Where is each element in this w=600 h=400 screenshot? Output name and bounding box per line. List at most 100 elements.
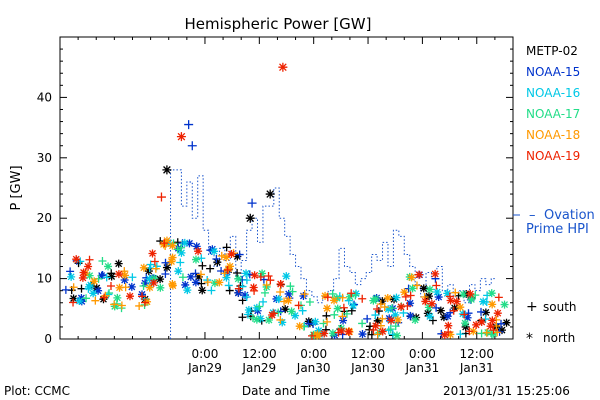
data-point-north (314, 326, 323, 335)
data-point-north (349, 301, 358, 310)
data-point-north (120, 275, 129, 284)
footer-plot-credit: Plot: CCMC (4, 384, 70, 398)
data-point-north (477, 317, 486, 326)
data-point-north (459, 290, 468, 299)
data-point-south (388, 304, 397, 313)
data-point-north (222, 253, 231, 262)
data-point-south (198, 261, 207, 270)
data-point-north (309, 330, 318, 339)
north-marker-label: north (543, 331, 575, 345)
data-point-south (161, 269, 170, 278)
data-point-south (262, 281, 271, 290)
x-tick-date-label: Jan29 (187, 361, 222, 375)
data-point-north (400, 288, 409, 297)
data-point-south (288, 287, 297, 296)
data-point-south (266, 276, 275, 285)
data-point-north (358, 330, 367, 339)
legend-entry: NOAA-19 (526, 149, 580, 163)
data-point-north (242, 269, 251, 278)
data-point-north (244, 305, 253, 314)
data-point-north (234, 288, 243, 297)
data-point-north (291, 311, 300, 320)
data-point-north (452, 297, 461, 306)
data-point-north (500, 300, 509, 309)
data-point-south (280, 297, 289, 306)
y-tick-label: 10 (37, 272, 52, 286)
data-point-south (378, 314, 387, 323)
data-point-north (156, 275, 165, 284)
data-point-north (373, 316, 382, 325)
data-point-north (148, 249, 157, 258)
data-point-south (449, 306, 458, 315)
x-axis-label: Date and Time (242, 384, 330, 398)
footer-timestamp: 2013/01/31 15:25:06 (443, 384, 570, 398)
data-point-south (300, 290, 309, 299)
legend-entry: NOAA-18 (526, 128, 580, 142)
data-points (61, 62, 511, 340)
data-point-north (479, 297, 488, 306)
data-point-north (265, 189, 275, 199)
data-point-north (425, 292, 434, 301)
data-point-south (482, 328, 491, 337)
x-tick-date-label: Jan30 (350, 361, 385, 375)
data-point-south (363, 314, 372, 323)
data-point-north (67, 272, 76, 281)
data-point-north (234, 274, 243, 283)
data-point-north (328, 329, 337, 338)
y-tick-label: 40 (37, 90, 52, 104)
data-point-south (351, 291, 360, 300)
data-point-north (177, 248, 186, 257)
data-point-south (173, 245, 182, 254)
data-point-south (338, 293, 347, 302)
data-point-north (384, 305, 393, 314)
data-point-north (425, 285, 434, 294)
data-point-north (488, 316, 497, 325)
data-point-south (233, 269, 242, 278)
data-point-north (162, 263, 171, 272)
data-point-north (282, 272, 291, 281)
data-point-north (174, 267, 183, 276)
data-point-north (92, 283, 101, 292)
data-point-north (284, 289, 293, 298)
data-point-south (264, 272, 273, 281)
data-point-north (191, 278, 200, 287)
data-point-north (90, 277, 99, 286)
data-point-north (497, 326, 506, 335)
data-point-north (339, 316, 348, 325)
data-point-north (330, 296, 339, 305)
data-point-north (467, 295, 476, 304)
data-point-north (295, 322, 304, 331)
data-point-south (286, 282, 295, 291)
data-point-south (91, 296, 100, 305)
data-point-south (399, 308, 408, 317)
data-point-north (387, 316, 396, 325)
data-point-north (159, 240, 168, 249)
data-point-south (494, 293, 503, 302)
north-marker-symbol: * (526, 331, 533, 347)
data-point-south (196, 270, 205, 279)
ovation-legend-label-2: Prime HPI (526, 222, 589, 237)
data-point-south (85, 255, 94, 264)
data-point-north (397, 302, 406, 311)
data-point-south (217, 251, 226, 260)
chart-title: Hemispheric Power [GW] (185, 15, 372, 33)
data-point-south (369, 326, 378, 335)
data-point-north (311, 317, 320, 326)
data-point-south (224, 281, 233, 290)
data-point-north (168, 253, 177, 262)
data-point-south (432, 303, 441, 312)
data-point-north (436, 306, 445, 315)
data-point-north (104, 262, 113, 271)
data-point-north (421, 297, 430, 306)
data-point-south (371, 311, 380, 320)
data-point-south (460, 310, 469, 319)
data-point-south (66, 267, 75, 276)
data-point-south (477, 329, 486, 338)
data-point-north (225, 262, 234, 271)
data-point-south (235, 250, 244, 259)
data-point-south (178, 273, 187, 282)
data-point-north (253, 306, 262, 315)
data-point-north (321, 291, 330, 300)
data-point-north (408, 284, 417, 293)
data-point-north (84, 262, 93, 271)
